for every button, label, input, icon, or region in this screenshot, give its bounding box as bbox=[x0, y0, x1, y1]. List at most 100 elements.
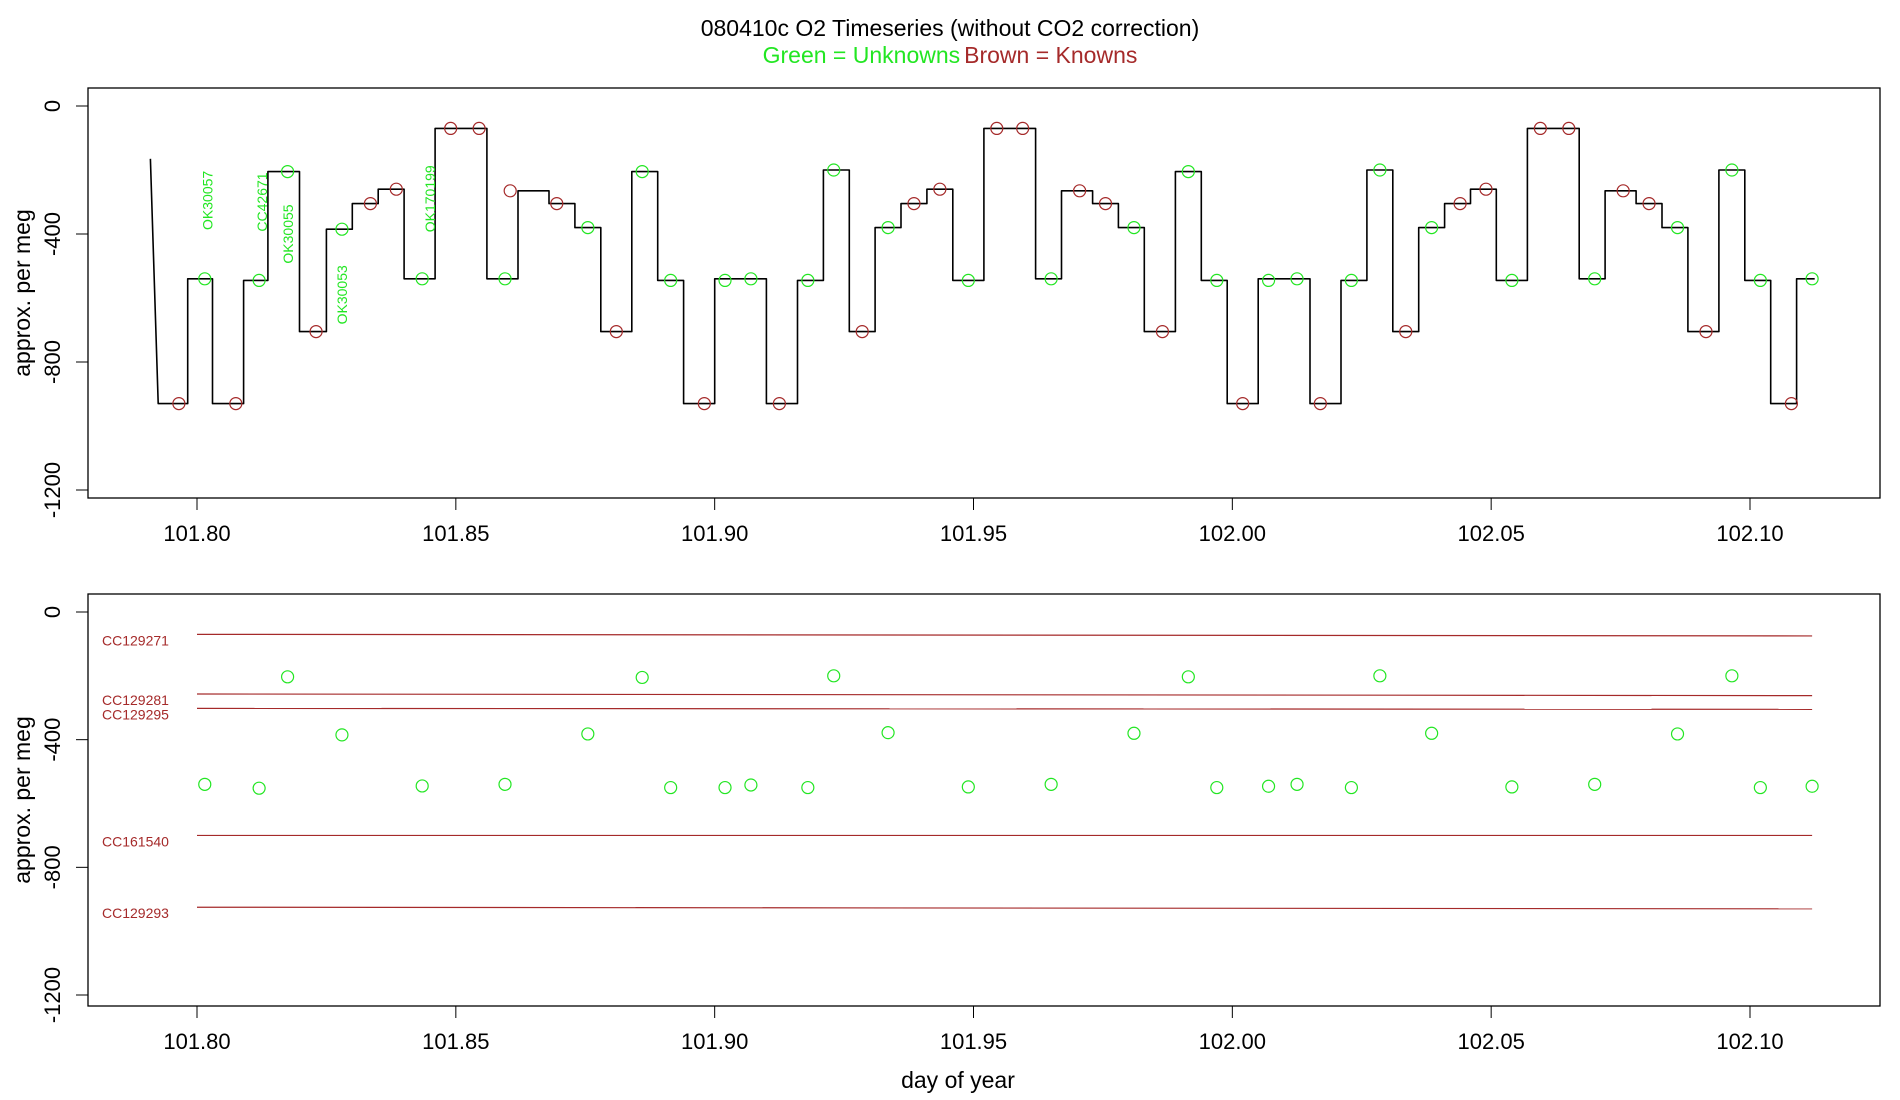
unknown-points bbox=[198, 163, 1819, 287]
unknown-point bbox=[252, 273, 266, 287]
unknown-point bbox=[744, 778, 758, 792]
known-point bbox=[503, 184, 517, 198]
x-tick-label: 101.80 bbox=[163, 1029, 230, 1054]
unknown-point bbox=[198, 777, 212, 791]
reference-label: CC129281 bbox=[102, 692, 169, 708]
figure-subtitle: Green = Unknowns Brown = Knowns bbox=[763, 42, 1138, 68]
known-point bbox=[609, 325, 623, 339]
known-point bbox=[472, 121, 486, 135]
known-point bbox=[933, 182, 947, 196]
unknown-point bbox=[744, 272, 758, 286]
x-axis: 101.80 101.85 101.90 101.95 102.00 102.05 102.… bbox=[163, 497, 1784, 546]
known-point bbox=[172, 397, 186, 411]
unknown-point bbox=[198, 272, 212, 286]
unknown-point bbox=[664, 780, 678, 795]
unknown-point bbox=[1670, 727, 1685, 741]
y-tick-label: -800 bbox=[40, 845, 65, 889]
known-point bbox=[990, 121, 1004, 135]
unknown-point bbox=[1425, 726, 1439, 740]
known-point bbox=[1533, 121, 1547, 135]
x-tick-label: 101.85 bbox=[422, 521, 489, 546]
y-axis: 0 -400 -800 -1200 bbox=[40, 100, 89, 518]
unknown-point bbox=[335, 222, 349, 236]
plot-box bbox=[87, 593, 1881, 1007]
unknown-point bbox=[718, 780, 732, 795]
x-tick-label: 102.10 bbox=[1716, 521, 1783, 546]
unknown-point bbox=[1373, 163, 1387, 177]
known-point bbox=[907, 197, 921, 211]
unknown-point bbox=[1290, 777, 1304, 791]
x-tick-label: 101.95 bbox=[940, 521, 1007, 546]
unknowns-panel: 101.80 101.85 101.90 101.95 102.00 102.05 102.… bbox=[9, 593, 1881, 1093]
unknown-point bbox=[581, 727, 595, 741]
reference-label: CC129271 bbox=[102, 632, 169, 648]
y-tick-label: -400 bbox=[40, 212, 65, 256]
x-axis: 101.80 101.85 101.90 101.95 102.00 102.05 102.… bbox=[163, 1005, 1784, 1054]
known-point bbox=[1699, 325, 1713, 339]
unknown-point bbox=[881, 221, 895, 235]
unknown-point bbox=[280, 165, 295, 179]
known-point bbox=[855, 325, 869, 339]
x-tick-label: 102.00 bbox=[1199, 521, 1266, 546]
unknown-point bbox=[415, 272, 429, 286]
unknown-point bbox=[1753, 273, 1767, 287]
known-point bbox=[1784, 397, 1799, 411]
unknown-point bbox=[1261, 779, 1276, 793]
x-tick-label: 102.05 bbox=[1458, 521, 1525, 546]
annotation-label: OK30057 bbox=[200, 171, 216, 230]
unknown-point bbox=[581, 221, 595, 235]
known-point bbox=[309, 325, 323, 339]
unknown-point bbox=[1127, 221, 1141, 235]
unknown-point bbox=[1588, 272, 1602, 286]
x-tick-label: 101.90 bbox=[681, 521, 748, 546]
unknown-point bbox=[1505, 780, 1519, 794]
unknown-point bbox=[1805, 779, 1819, 793]
unknown-point bbox=[1344, 273, 1358, 287]
unknown-point bbox=[498, 272, 512, 286]
unknown-point bbox=[415, 779, 429, 793]
unknown-point bbox=[961, 780, 975, 794]
y-tick-label: 0 bbox=[40, 606, 65, 618]
x-tick-label: 101.85 bbox=[422, 1029, 489, 1054]
unknown-point bbox=[335, 728, 349, 742]
y-axis: 0 -400 -800 -1200 bbox=[40, 606, 89, 1023]
unknown-point bbox=[1044, 272, 1058, 286]
unknown-point bbox=[635, 670, 649, 685]
known-point bbox=[1642, 197, 1656, 211]
known-point bbox=[550, 197, 564, 211]
annotation-label: OK30053 bbox=[334, 265, 350, 324]
unknown-point bbox=[1425, 221, 1439, 235]
y-tick-label: -400 bbox=[40, 718, 65, 762]
known-point bbox=[1453, 197, 1467, 211]
subtitle-knowns: Brown = Knowns bbox=[964, 42, 1137, 68]
trace-line bbox=[149, 127, 1815, 405]
reference-label: CC161540 bbox=[102, 833, 169, 849]
y-tick-label: 0 bbox=[40, 100, 65, 112]
subtitle-unknowns: Green = Unknowns bbox=[763, 42, 961, 68]
y-tick-label: -1200 bbox=[40, 462, 65, 518]
x-axis-label: day of year bbox=[901, 1067, 1015, 1093]
known-point bbox=[1016, 121, 1030, 135]
unknown-point bbox=[1127, 726, 1141, 740]
unknown-point bbox=[1505, 273, 1519, 287]
reference-line bbox=[196, 707, 1813, 710]
unknown-point bbox=[498, 777, 512, 791]
timeseries-panel: 101.80 101.85 101.90 101.95 102.00 102.05 102.… bbox=[9, 87, 1881, 546]
unknown-point bbox=[1725, 669, 1739, 683]
known-point bbox=[389, 182, 403, 196]
x-tick-label: 101.80 bbox=[163, 521, 230, 546]
unknown-point bbox=[1210, 273, 1224, 287]
unknown-point bbox=[1805, 272, 1819, 286]
unknown-point bbox=[801, 780, 815, 795]
known-point bbox=[1616, 184, 1630, 198]
unknown-point bbox=[1373, 669, 1387, 683]
known-point bbox=[1313, 397, 1327, 411]
unknown-point bbox=[1670, 221, 1685, 235]
unknown-point bbox=[827, 669, 841, 683]
known-point bbox=[772, 397, 786, 411]
y-axis-label: approx. per meg bbox=[9, 209, 35, 376]
reference-line bbox=[196, 906, 1813, 910]
unknown-point bbox=[881, 726, 895, 740]
known-point bbox=[1155, 325, 1170, 339]
